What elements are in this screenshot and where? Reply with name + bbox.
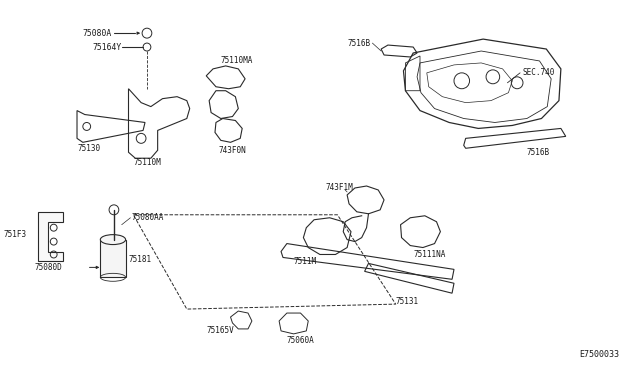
Text: 75131: 75131 [396, 296, 419, 306]
Text: 75164Y: 75164Y [93, 42, 122, 52]
Text: 7516B: 7516B [347, 39, 371, 48]
Text: 75080D: 75080D [35, 263, 62, 272]
Text: 7511M: 7511M [294, 257, 317, 266]
Text: 75130: 75130 [77, 144, 100, 153]
Text: 75111NA: 75111NA [413, 250, 445, 259]
Text: SEC.740: SEC.740 [522, 68, 554, 77]
Polygon shape [100, 240, 125, 277]
Polygon shape [38, 212, 63, 262]
Ellipse shape [100, 235, 125, 244]
Text: 7516B: 7516B [527, 148, 550, 157]
Text: 743F1M: 743F1M [326, 183, 353, 192]
Text: 75110M: 75110M [133, 158, 161, 167]
Text: 75110MA: 75110MA [221, 57, 253, 65]
Text: 75181: 75181 [129, 255, 152, 264]
Text: 751F3: 751F3 [3, 230, 26, 239]
Text: 75080A: 75080A [83, 29, 112, 38]
Text: 743F0N: 743F0N [219, 146, 246, 155]
Text: 75080AA: 75080AA [131, 213, 164, 222]
Text: E7500033: E7500033 [579, 350, 619, 359]
Text: 75165V: 75165V [206, 326, 234, 336]
Text: 75060A: 75060A [287, 336, 315, 345]
